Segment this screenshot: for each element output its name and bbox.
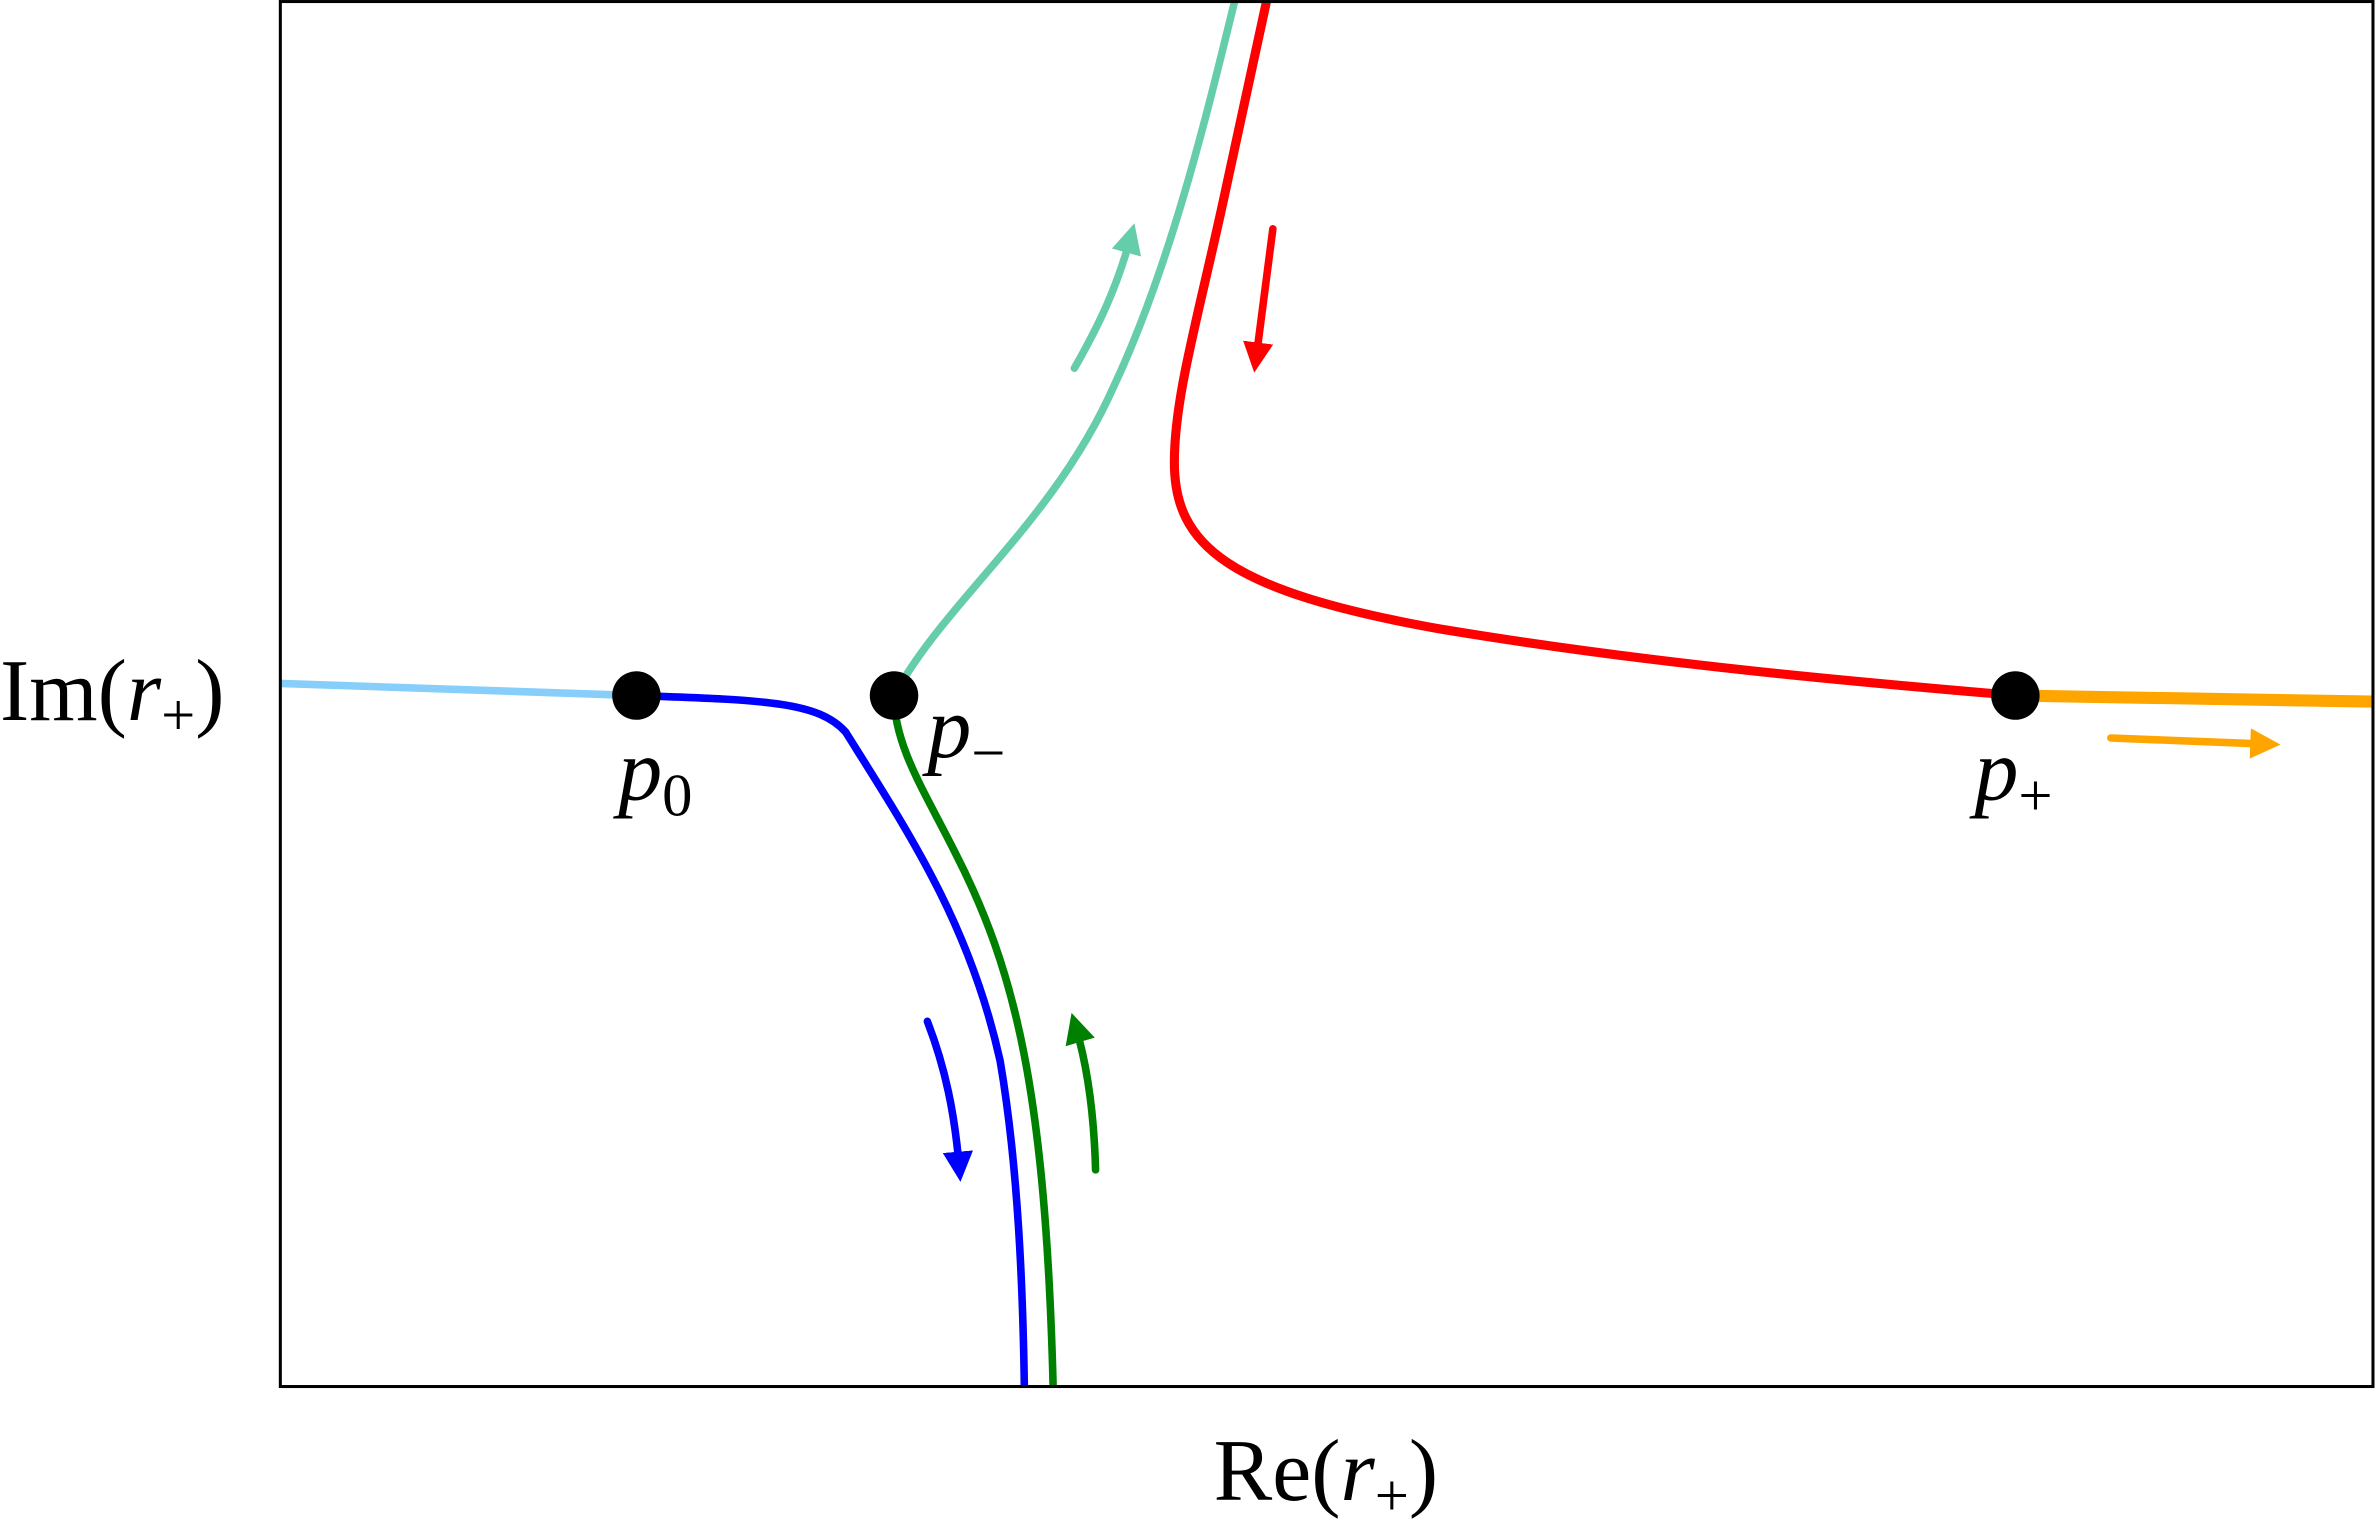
label-part: r bbox=[1341, 1423, 1376, 1520]
curve bbox=[1169, 1, 2016, 701]
curve bbox=[280, 679, 637, 700]
point-label: p− bbox=[921, 681, 1005, 787]
point-label: p+ bbox=[1968, 723, 2052, 829]
arrow bbox=[2107, 728, 2281, 759]
label-base: p bbox=[921, 681, 971, 778]
label-part: r bbox=[127, 643, 162, 740]
points bbox=[612, 671, 2040, 720]
label-part: + bbox=[161, 682, 195, 749]
arrow bbox=[923, 1017, 973, 1182]
curves bbox=[280, 1, 2373, 1387]
label-base: p bbox=[612, 723, 662, 820]
label-part: Re( bbox=[1214, 1423, 1341, 1520]
point bbox=[1991, 671, 2040, 720]
label-sub: + bbox=[2018, 762, 2052, 829]
arrow bbox=[1243, 225, 1277, 373]
arrows bbox=[923, 223, 2281, 1182]
curve bbox=[2015, 689, 2373, 708]
point bbox=[869, 671, 919, 720]
plot-frame bbox=[278, 0, 2375, 1389]
point-label: p0 bbox=[612, 723, 692, 829]
label-sub: 0 bbox=[662, 762, 692, 829]
arrow bbox=[1070, 223, 1142, 373]
curve bbox=[636, 691, 1029, 1387]
point bbox=[612, 671, 661, 720]
label-part: Im( bbox=[0, 643, 127, 740]
y-axis-label: Im(r+) bbox=[0, 643, 225, 749]
label-sub: − bbox=[971, 720, 1005, 787]
label-part: ) bbox=[1409, 1423, 1438, 1520]
label-part: + bbox=[1375, 1462, 1409, 1529]
curve bbox=[890, 1, 1239, 698]
arrow bbox=[1065, 1012, 1100, 1174]
curve bbox=[890, 695, 1057, 1387]
label-base: p bbox=[1968, 723, 2018, 820]
label-part: ) bbox=[195, 643, 224, 740]
x-axis-label: Re(r+) bbox=[1214, 1423, 1439, 1529]
